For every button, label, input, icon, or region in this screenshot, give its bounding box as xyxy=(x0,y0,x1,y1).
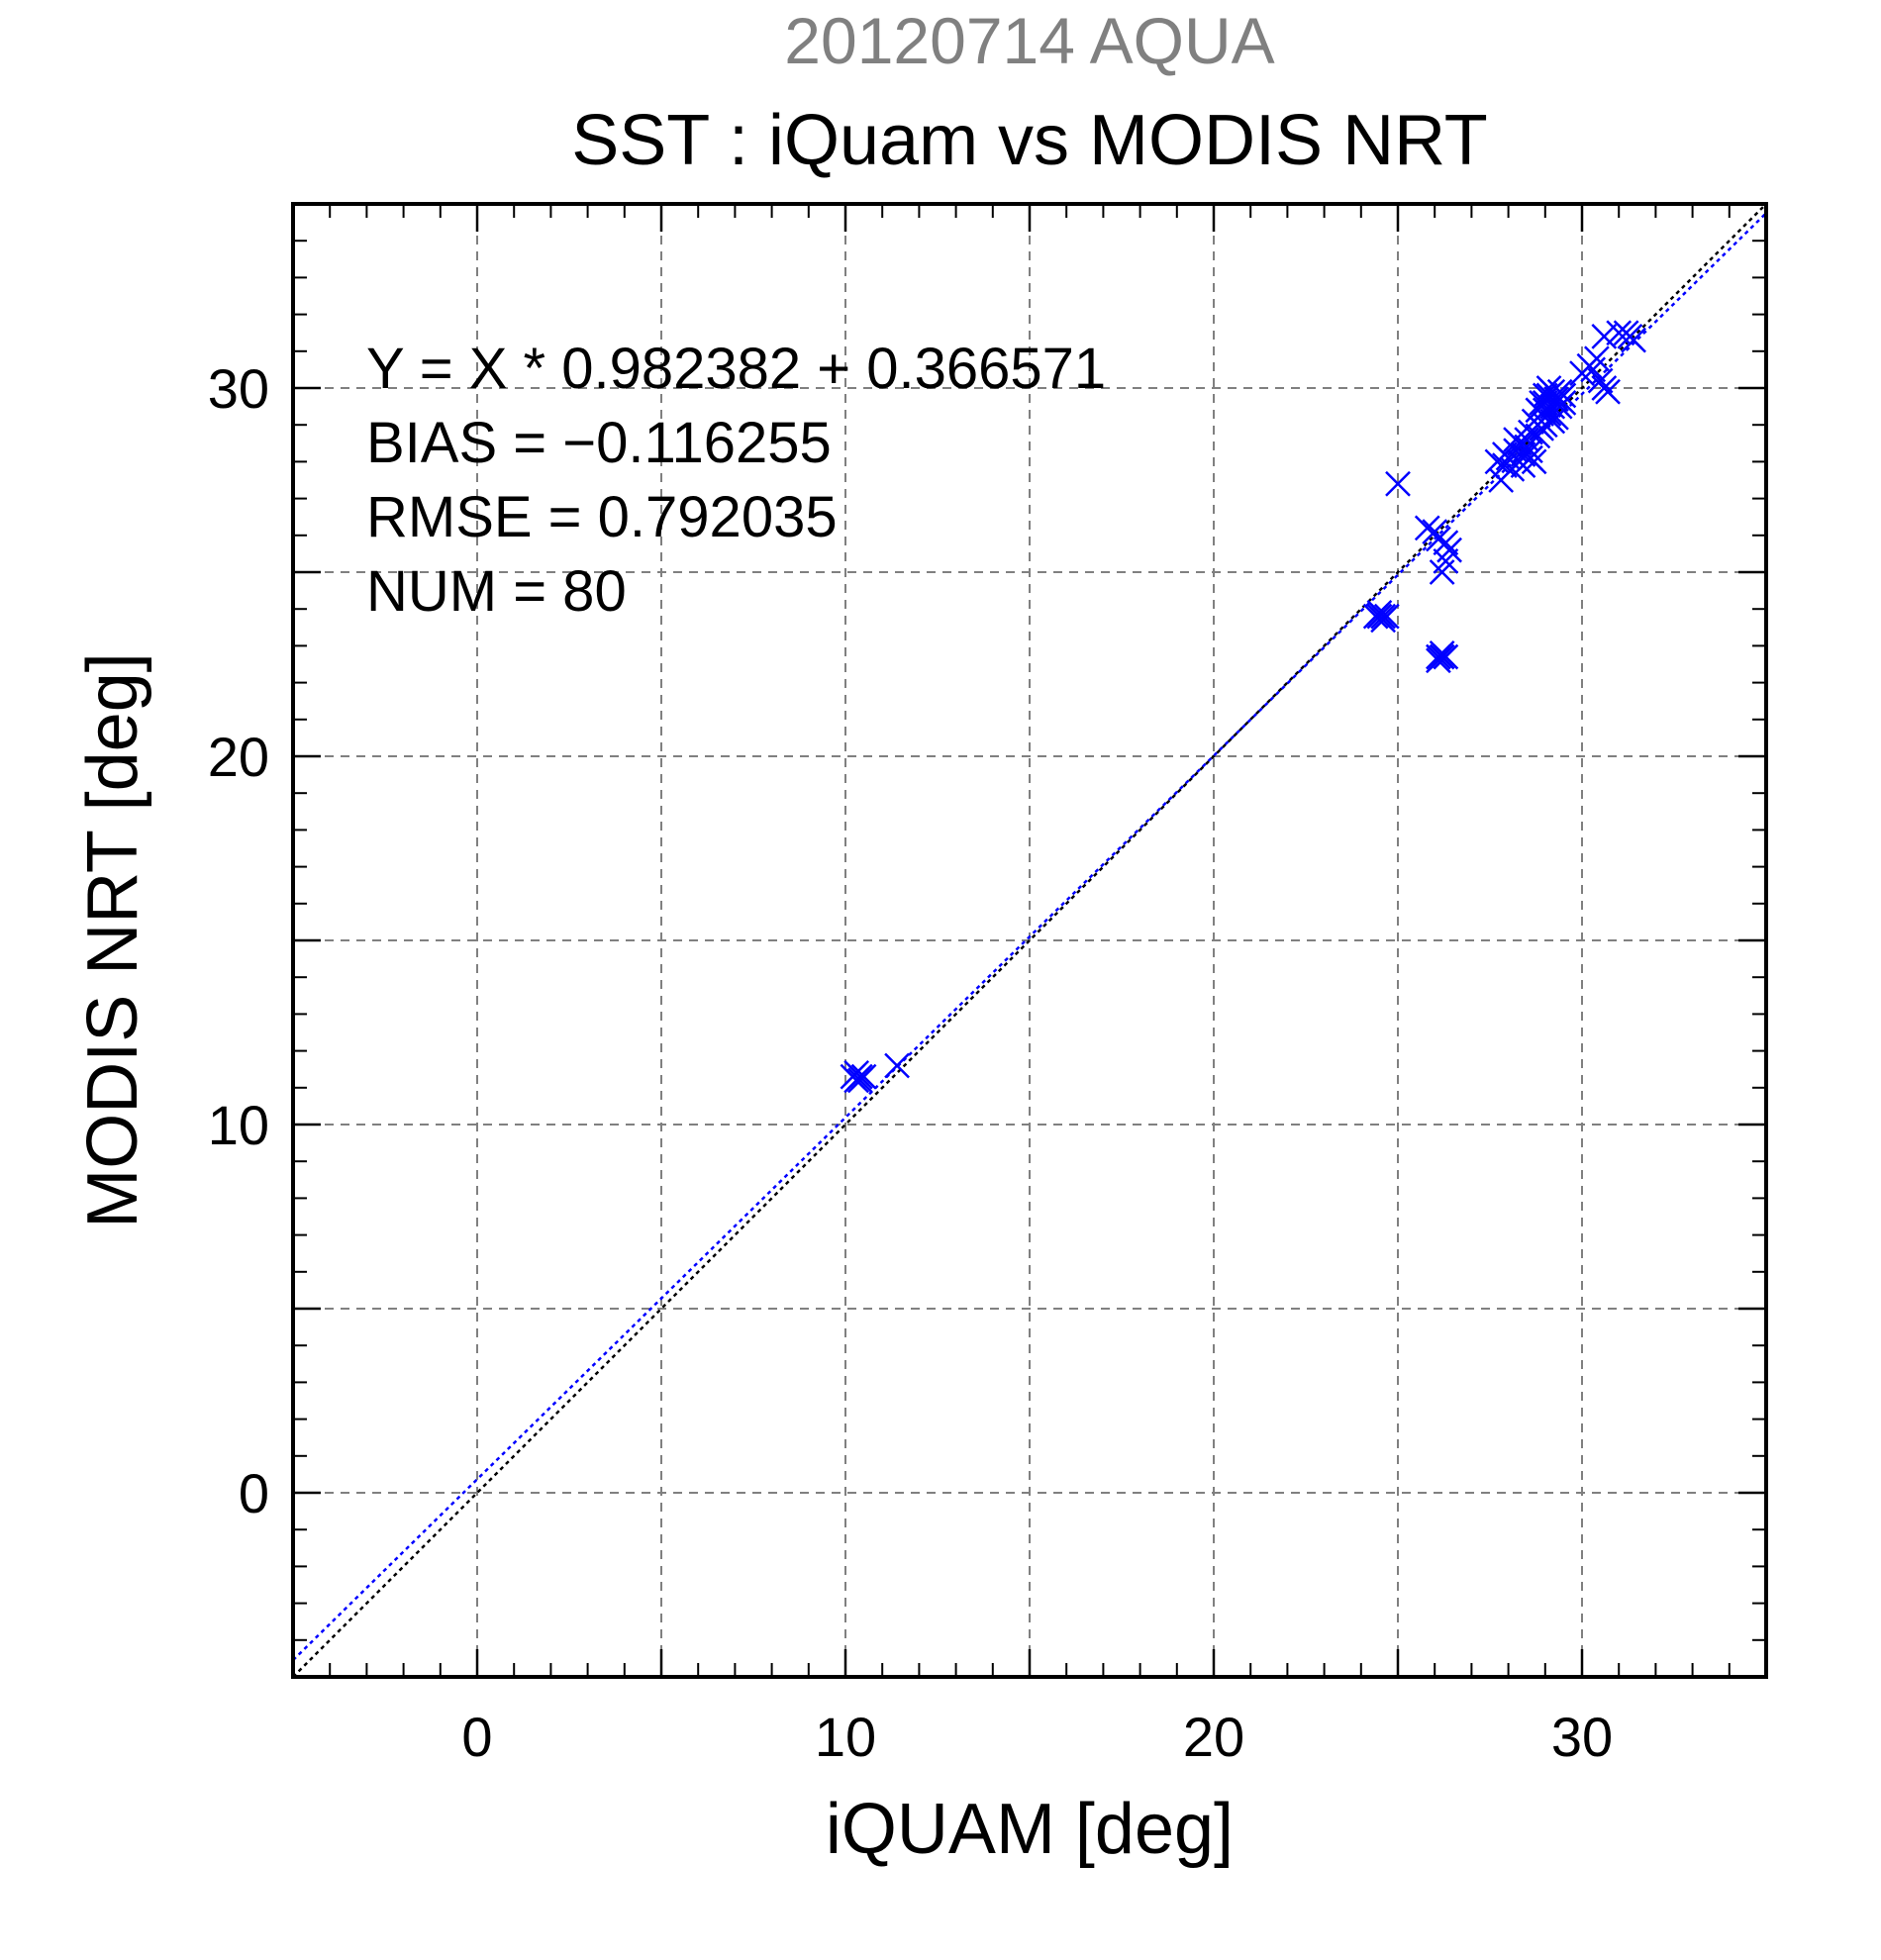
chart-title: SST : iQuam vs MODIS NRT xyxy=(571,101,1488,180)
x-tick-label: 30 xyxy=(1551,1706,1613,1768)
data-point-stroke xyxy=(1606,320,1633,346)
num-value: NUM = 80 xyxy=(366,559,627,624)
data-point-stroke xyxy=(1532,382,1558,409)
y-tick-label: 10 xyxy=(208,1094,269,1156)
data-point xyxy=(1385,470,1411,497)
data-point-stroke xyxy=(1503,427,1529,452)
plot-frame xyxy=(291,202,1768,1679)
bias-value: BIAS = −0.116255 xyxy=(366,411,832,475)
data-point xyxy=(1518,438,1543,464)
data-point-stroke xyxy=(1587,367,1614,394)
data-point xyxy=(1550,389,1577,416)
data-point xyxy=(1543,389,1569,416)
data-point-stroke xyxy=(1518,419,1543,445)
data-point xyxy=(884,1052,910,1079)
data-point-stroke xyxy=(1550,389,1577,416)
data-point-stroke xyxy=(1591,324,1618,349)
data-point-stroke xyxy=(1491,452,1518,479)
data-point xyxy=(1503,427,1529,452)
y-axis-label: MODIS NRT [deg] xyxy=(73,652,152,1228)
x-tick-label: 0 xyxy=(461,1706,492,1768)
data-points xyxy=(840,320,1646,1094)
data-point xyxy=(843,1060,870,1086)
data-point-stroke xyxy=(1433,547,1459,574)
data-point-stroke xyxy=(1366,600,1393,626)
data-point xyxy=(1484,448,1511,475)
data-point-stroke xyxy=(1510,441,1536,467)
y-tick-label: 30 xyxy=(208,357,269,420)
y-tick-labels: 0 10 20 30 xyxy=(208,357,269,1524)
x-tick-labels: 0 10 20 30 xyxy=(461,1706,1613,1768)
data-point-stroke xyxy=(1521,448,1547,475)
data-point-stroke xyxy=(846,1067,873,1094)
rmse-value: RMSE = 0.792035 xyxy=(366,485,838,549)
data-point-stroke xyxy=(1426,526,1451,552)
data-point xyxy=(1525,397,1551,424)
data-point xyxy=(1429,639,1455,666)
data-point xyxy=(1366,600,1393,626)
minor-ticks xyxy=(293,204,1766,1677)
data-point-stroke xyxy=(1595,378,1621,405)
grid-lines xyxy=(293,204,1766,1677)
x-axis-label: iQUAM [deg] xyxy=(826,1790,1234,1869)
data-point-stroke xyxy=(843,1060,870,1086)
data-point xyxy=(1510,441,1536,467)
data-point-stroke xyxy=(1385,470,1411,497)
data-point xyxy=(1580,356,1607,383)
data-point xyxy=(1613,320,1639,346)
x-tick-label: 10 xyxy=(815,1706,876,1768)
data-point xyxy=(1433,530,1459,556)
data-point-stroke xyxy=(1370,607,1397,634)
data-point-stroke xyxy=(1484,448,1511,475)
data-point xyxy=(1532,382,1558,409)
chart-supertitle: 20120714 AQUA xyxy=(784,4,1274,77)
data-point xyxy=(1595,378,1621,405)
x-tick-label: 20 xyxy=(1183,1706,1244,1768)
data-point xyxy=(1587,367,1614,394)
data-point-stroke xyxy=(1580,356,1607,383)
data-point-stroke xyxy=(1613,320,1639,346)
data-point-stroke xyxy=(1429,639,1455,666)
data-point-stroke xyxy=(1433,530,1459,556)
data-point xyxy=(1426,526,1451,552)
y-tick-label: 20 xyxy=(208,726,269,788)
major-ticks xyxy=(293,204,1766,1677)
data-point xyxy=(1433,547,1459,574)
data-point-stroke xyxy=(1539,408,1566,435)
y-tick-label: 0 xyxy=(239,1462,269,1524)
data-point-stroke xyxy=(1426,647,1451,674)
data-point xyxy=(1491,452,1518,479)
data-point-stroke xyxy=(1543,389,1569,416)
data-point xyxy=(1518,419,1543,445)
data-point-stroke xyxy=(1518,438,1543,464)
data-point xyxy=(1426,647,1451,674)
data-point xyxy=(1370,607,1397,634)
regression-equation: Y = X * 0.982382 + 0.366571 xyxy=(366,337,1106,401)
data-point xyxy=(846,1067,873,1094)
data-point-stroke xyxy=(1525,397,1551,424)
data-point xyxy=(1591,324,1618,349)
data-point-stroke xyxy=(884,1052,910,1079)
stats-annotations: Y = X * 0.982382 + 0.366571 BIAS = −0.11… xyxy=(366,337,1106,624)
